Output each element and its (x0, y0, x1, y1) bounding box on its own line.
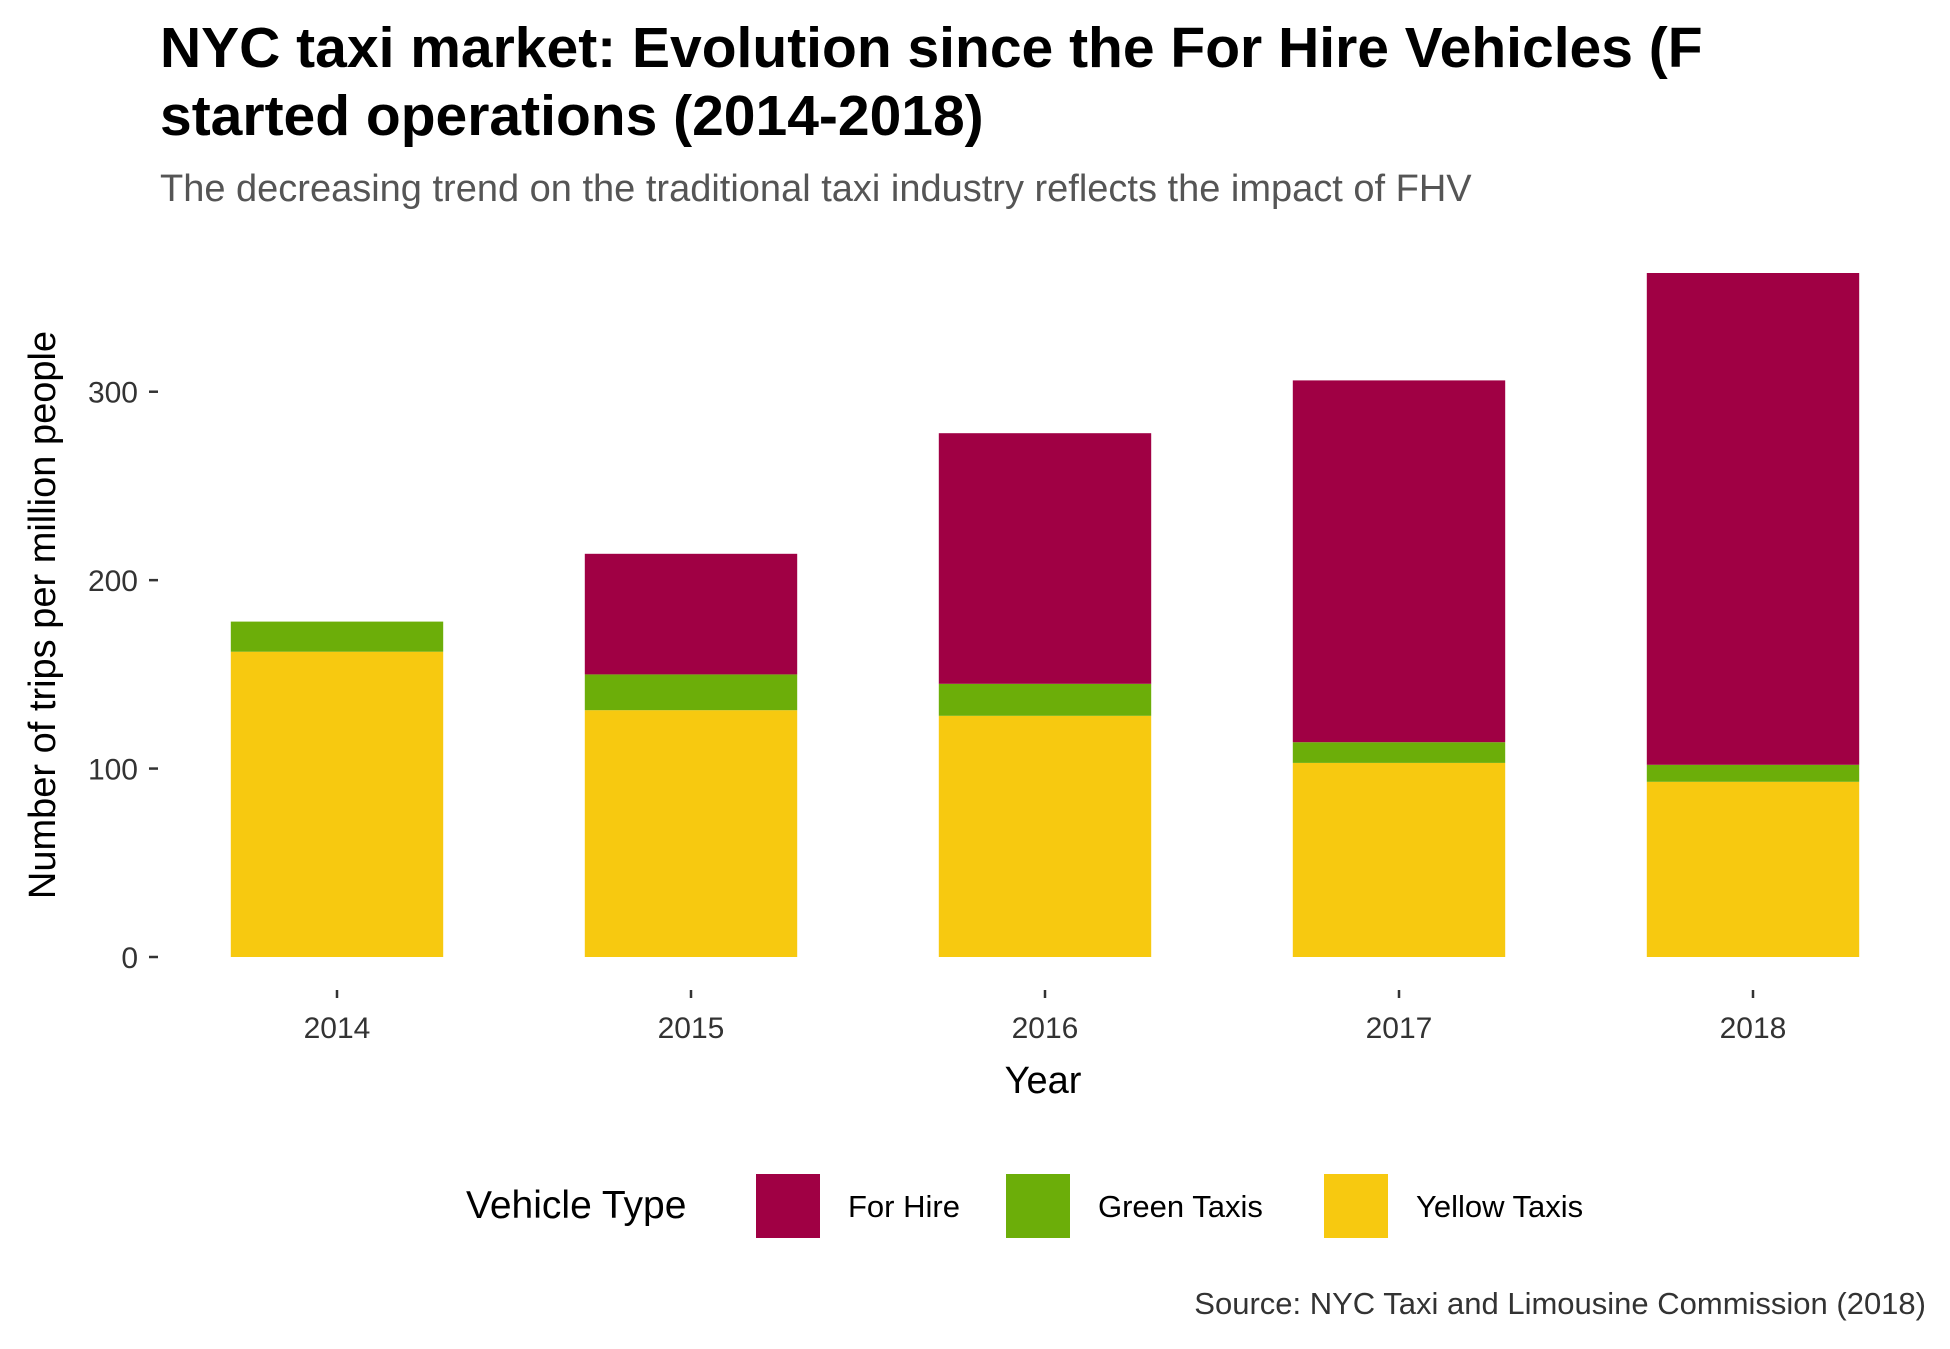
legend-key-yellow-taxis (1324, 1174, 1388, 1238)
x-tick-label: 2018 (1720, 1012, 1787, 1045)
bar-for-hire-2018 (1646, 273, 1860, 765)
bar-yellow-taxis-2017 (1292, 762, 1506, 957)
x-axis: 2014 2015 2016 2017 2018 (304, 990, 1787, 1045)
y-tick-label: 100 (88, 754, 138, 787)
bar-for-hire-2017 (1292, 380, 1506, 743)
x-axis-title: Year (1005, 1060, 1082, 1102)
y-axis-title: Number of trips per million people (22, 331, 64, 899)
legend-title: Vehicle Type (466, 1184, 687, 1227)
y-axis: 0 100 200 300 (88, 377, 158, 975)
chart-subtitle: The decreasing trend on the traditional … (160, 168, 1472, 210)
x-tick-label: 2017 (1366, 1012, 1433, 1045)
chart-title-line-2: started operations (2014-2018) (160, 84, 984, 148)
chart-title: NYC taxi market: Evolution since the For… (160, 14, 1940, 150)
bar-green-taxis-2017 (1292, 742, 1506, 763)
legend-key-green-taxis (1006, 1174, 1070, 1238)
y-tick-label: 300 (88, 377, 138, 410)
bar-yellow-taxis-2016 (938, 715, 1152, 957)
bar-green-taxis-2015 (584, 674, 798, 711)
bar-group (230, 273, 1860, 957)
bar-yellow-taxis-2015 (584, 710, 798, 957)
bar-green-taxis-2016 (938, 683, 1152, 716)
x-tick-label: 2016 (1012, 1012, 1079, 1045)
y-tick-label: 200 (88, 565, 138, 598)
x-tick-label: 2015 (658, 1012, 725, 1045)
bar-for-hire-2015 (584, 553, 798, 675)
y-tick-label: 0 (121, 942, 138, 975)
x-tick-label: 2014 (304, 1012, 371, 1045)
source-caption: Source: NYC Taxi and Limousine Commissio… (1194, 1286, 1926, 1321)
legend-label-green-taxis: Green Taxis (1098, 1189, 1263, 1224)
legend-label-for-hire: For Hire (848, 1189, 960, 1224)
bar-green-taxis-2018 (1646, 764, 1860, 782)
bar-yellow-taxis-2018 (1646, 781, 1860, 957)
chart-title-line-1: NYC taxi market: Evolution since the For… (160, 16, 1703, 80)
bar-for-hire-2016 (938, 433, 1152, 684)
legend-key-for-hire (756, 1174, 820, 1238)
legend-label-yellow-taxis: Yellow Taxis (1416, 1189, 1584, 1224)
bar-yellow-taxis-2014 (230, 651, 444, 957)
bar-green-taxis-2014 (230, 621, 444, 652)
legend: Vehicle Type For Hire Green Taxis Yellow… (0, 1172, 1950, 1242)
